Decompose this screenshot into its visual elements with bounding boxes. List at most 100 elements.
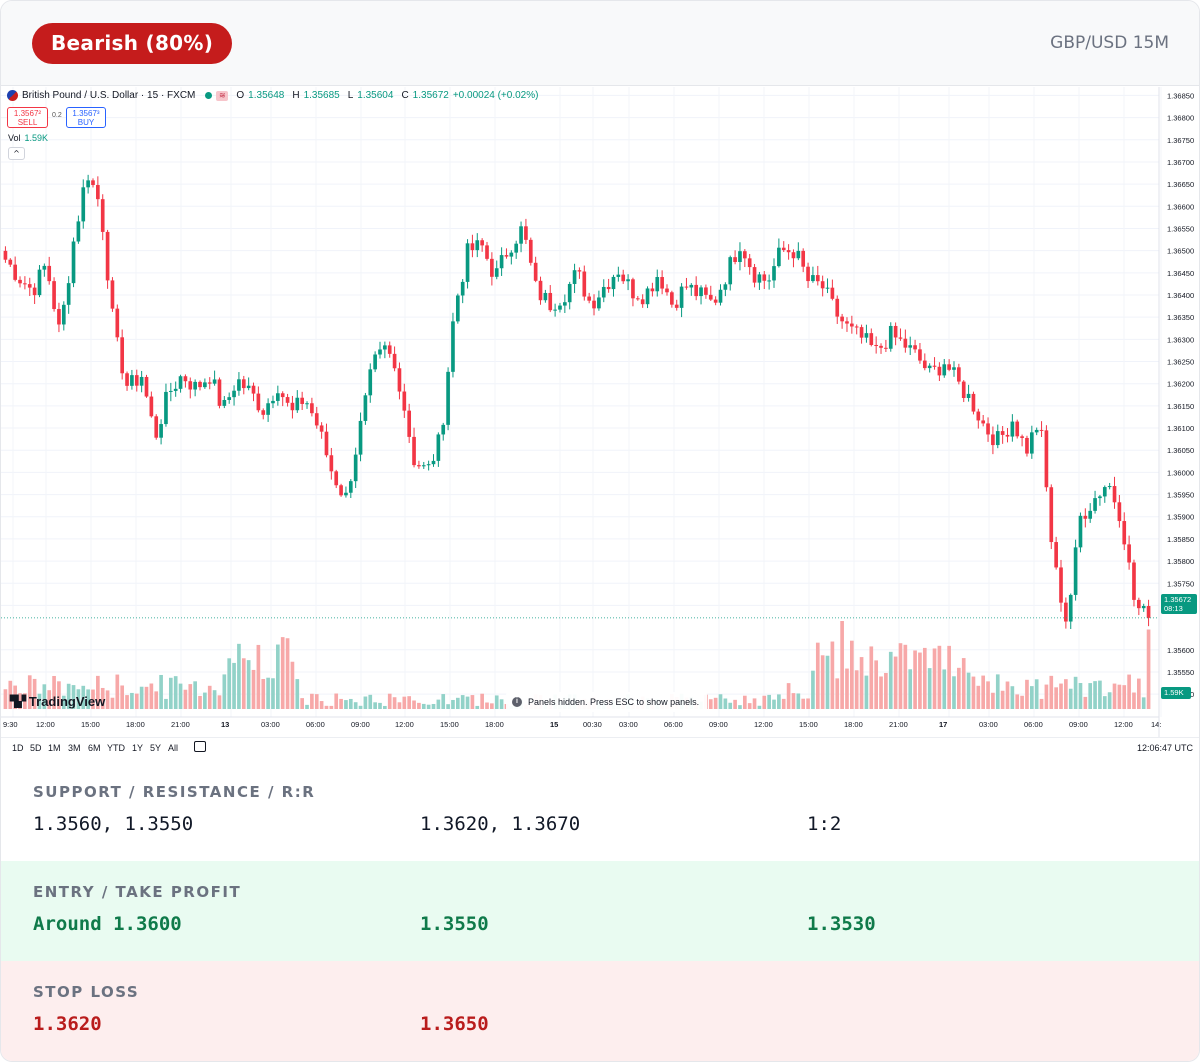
candle-body [957,367,961,382]
volume-bar [859,657,864,709]
candle-body [854,326,859,328]
volume-bar [961,658,966,709]
volume-bar [168,677,173,709]
volume-bar [271,678,275,709]
volume-bar [193,681,197,709]
candle-body [747,258,752,268]
volume-bar [363,696,368,709]
date-range-bar: 1D 5D 1M 3M 6M YTD 1Y 5Y All 12:06:47 UT… [1,737,1199,759]
volume-bar [1059,683,1063,709]
range-button-3m[interactable]: 3M [68,743,81,753]
volume-bar [407,696,412,709]
candle-body [635,298,640,300]
volume-bar [402,696,407,709]
volume-bar [261,678,266,709]
volume-bar [290,661,295,709]
volume-bar [130,692,134,709]
x-tick-label: 14: [1151,720,1161,729]
candle-body [601,286,606,298]
tradingview-chart[interactable]: 1.36850 1.36800 1.36750 1.36700 1.36650 1.366… [1,87,1200,759]
chevron-up-icon: ^ [13,149,20,158]
volume-bar [446,704,450,709]
candle-body [1122,521,1127,545]
range-button-5y[interactable]: 5Y [150,743,162,753]
candle-body [1132,562,1136,600]
candle-body [981,420,986,424]
candle-body [271,400,275,404]
candle-body [76,221,81,242]
volume-bar [13,685,17,709]
resistance-value: 1.3620, 1.3670 [420,813,581,835]
volume-bar [825,655,830,709]
range-button-6m[interactable]: 6M [88,743,101,753]
y-tick-label: 1.35600 [1167,646,1194,655]
candle-body [237,379,241,391]
y-tick-label: 1.36550 [1167,224,1194,233]
volume-bar [913,650,917,709]
x-tick-label: 13 [221,720,229,729]
volume-bar [91,689,95,709]
candle-body [1112,486,1117,503]
candle-body [713,299,718,303]
volume-bar [183,689,188,709]
volume-bar [918,652,922,709]
volume-bar [246,660,251,709]
range-button-ytd[interactable]: YTD [107,743,125,753]
candle-body [937,366,942,376]
calendar-icon[interactable] [194,741,206,752]
candle-body [524,226,528,240]
candle-body [733,257,737,262]
candle-body [455,295,460,322]
volume-bar [207,685,212,709]
y-tick-label: 1.36400 [1167,291,1194,300]
sell-label: SELL [17,118,38,127]
stop-loss-row: STOP LOSS 1.3620 1.3650 [1,961,1199,1061]
sell-button[interactable]: 1.3567² SELL [7,107,48,128]
price-chart-svg[interactable]: 1.36850 1.36800 1.36750 1.36700 1.36650 1.366… [1,87,1200,737]
sell-price: 1.3567² [13,109,42,118]
candle-body [631,279,635,299]
candle-body [781,247,786,251]
volume-bar [436,699,441,709]
range-button-all[interactable]: All [168,743,179,753]
volume-bar [1132,692,1136,709]
candle-body [105,231,110,281]
volume-bar [256,644,261,709]
volume-bar [159,674,163,709]
range-button-5d[interactable]: 5D [30,743,42,753]
symbol-label[interactable]: British Pound / U.S. Dollar · 15 · FXCM [22,90,196,101]
candle-body [699,287,703,297]
utc-clock[interactable]: 12:06:47 UTC [1136,743,1193,753]
range-button-1y[interactable]: 1Y [132,743,144,753]
buy-button[interactable]: 1.3567³ BUY [66,107,106,128]
candle-body [310,403,314,414]
flag-icon [7,90,18,101]
candle-body [762,274,767,281]
candle-body [543,292,548,301]
x-tick-label: 12:00 [36,720,55,729]
volume-bar [1049,675,1054,709]
volume-bar [908,669,913,709]
x-tick-label: 03:00 [979,720,998,729]
volume-bar [815,642,820,709]
collapse-legend-button[interactable]: ^ [8,147,25,160]
volume-bar [801,698,806,709]
volume-bar [733,699,737,709]
candle-body [198,381,202,388]
countdown-value: 08:13 [1164,604,1183,613]
volume-bar [922,647,927,709]
volume-bar [47,690,52,709]
volume-bar [217,695,222,709]
range-button-1d[interactable]: 1D [12,743,24,753]
candle-body [1000,431,1005,435]
x-tick-label: 15:00 [799,720,818,729]
candle-body [91,180,95,186]
range-button-1m[interactable]: 1M [48,743,61,753]
volume-bar [96,675,100,709]
candle-body [1078,515,1083,548]
candle-body [898,337,903,339]
market-open-icon [205,92,213,99]
volume-bar [845,668,849,709]
tradingview-logo[interactable]: ▜▞ TradingView [10,694,105,709]
